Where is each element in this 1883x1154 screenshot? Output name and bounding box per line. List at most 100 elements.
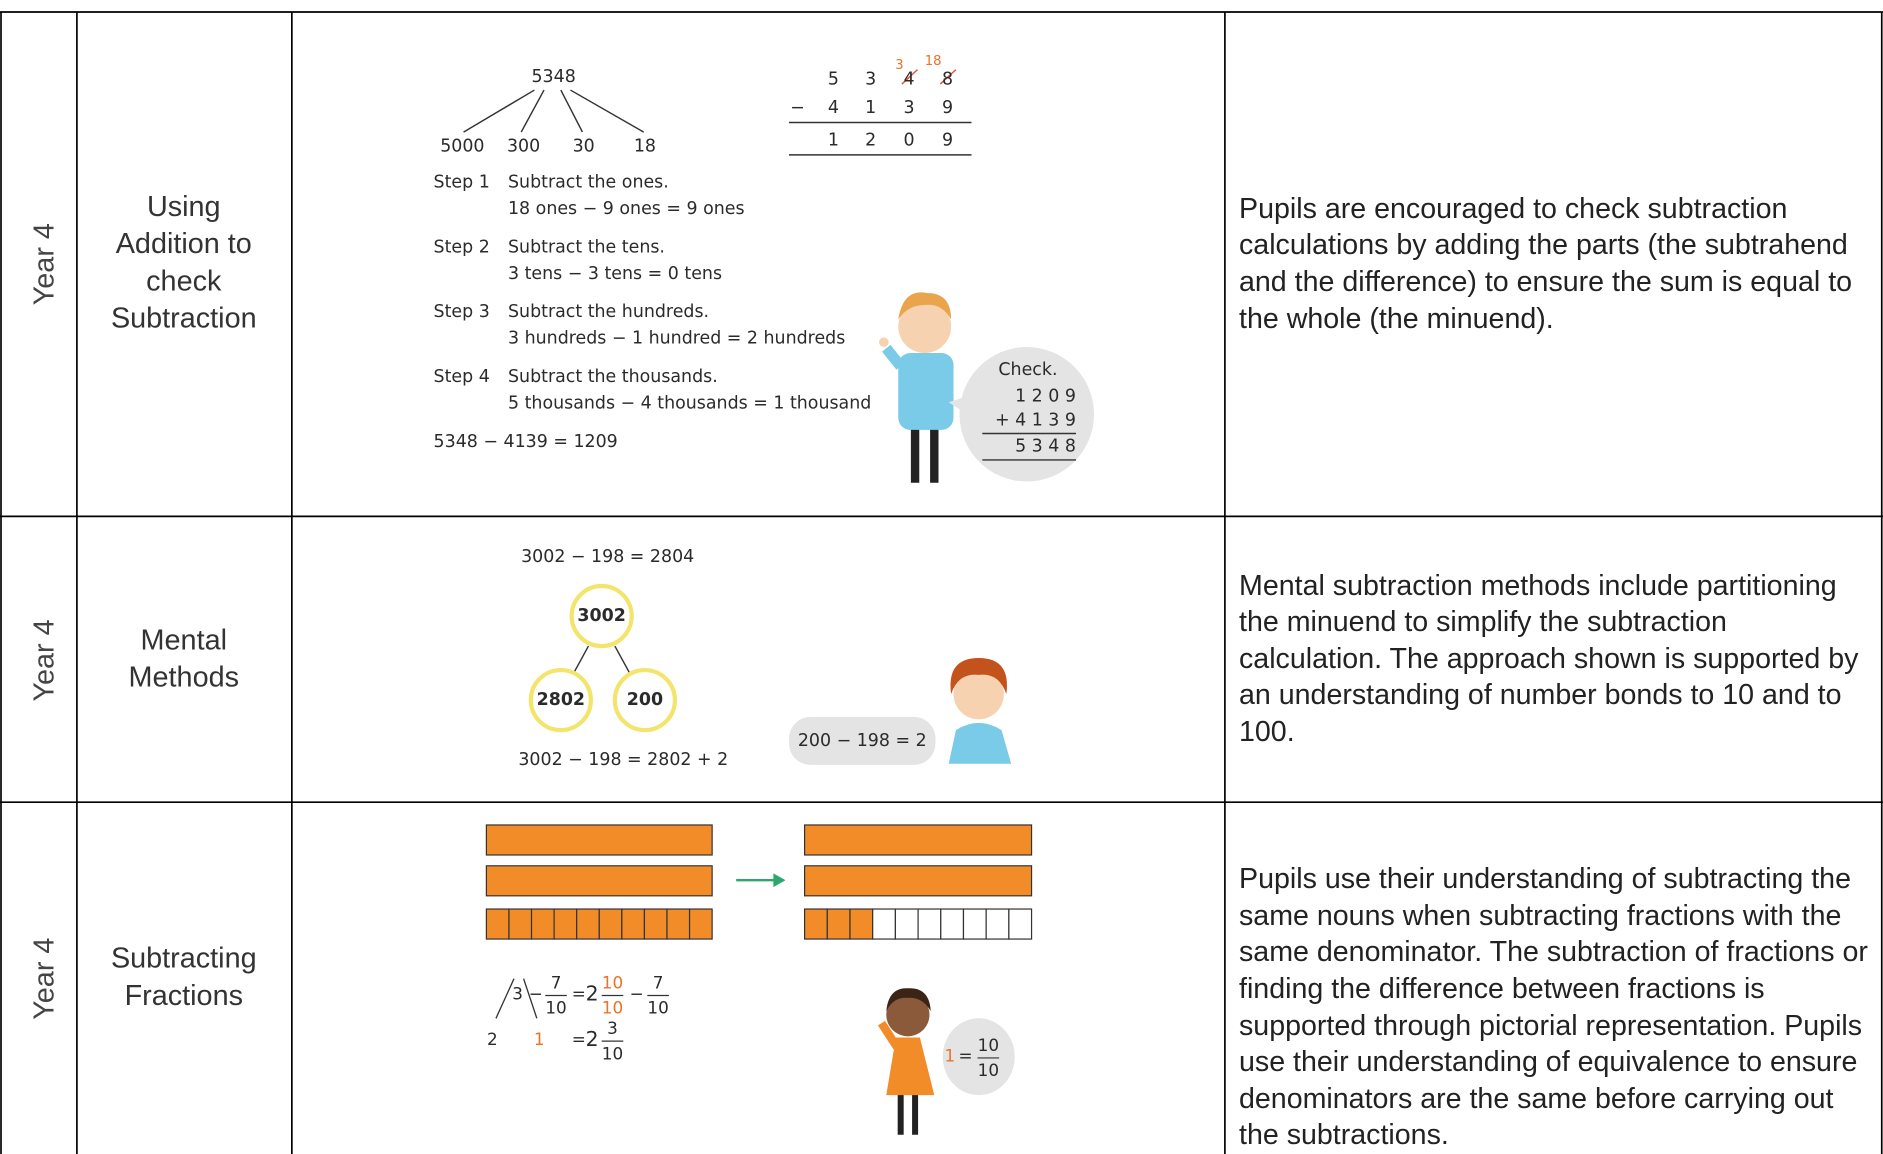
step-calculation: 18 ones − 9 ones = 9 ones	[508, 199, 745, 219]
bar-strips	[485, 908, 1033, 940]
operator: =	[958, 1046, 972, 1066]
exchange-digit: 3	[895, 58, 903, 73]
digit: 0	[904, 130, 915, 150]
topic-line: Subtracting	[111, 943, 257, 975]
bar-model	[485, 824, 1033, 897]
topics: Using Addition to check Subtraction Mental Me…	[111, 191, 257, 1012]
whole-number: 2	[586, 981, 599, 1005]
digit: 2	[865, 130, 876, 150]
step-calculation: 3 hundreds − 1 hundred = 2 hundreds	[508, 329, 845, 349]
speech-number: 1	[945, 1046, 956, 1066]
topic-line: Mental	[141, 624, 227, 656]
year-label: Year 4	[28, 938, 60, 1020]
step-instruction: Subtract the thousands.	[508, 367, 718, 387]
check-line: 1 2 0 9	[1015, 386, 1076, 406]
part-whole-circles	[528, 583, 678, 733]
operator: −	[790, 98, 805, 118]
arrow	[736, 873, 786, 888]
step-calculation: 3 tens − 3 tens = 0 tens	[508, 264, 722, 284]
bar-segment	[621, 908, 646, 940]
numerator: 3	[607, 1018, 618, 1038]
equation: 3002 − 198 = 2804	[521, 547, 694, 567]
bar-segment	[940, 908, 965, 940]
topic-line: Methods	[129, 662, 239, 694]
operator: =	[572, 983, 586, 1003]
bar-segment	[894, 908, 919, 940]
step-calculation: 5 thousands − 4 thousands = 1 thousand	[508, 393, 871, 413]
numerator: 10	[978, 1035, 999, 1055]
speech-bubble	[788, 716, 936, 765]
bar-segment	[643, 908, 668, 940]
operator: −	[629, 983, 643, 1003]
illustration-mental: 3002 − 198 = 2804 3002 2802 200 3002 − 198 =…	[518, 547, 1012, 770]
topic-line: Using	[147, 191, 221, 223]
denominator: 10	[602, 998, 623, 1018]
step-label: Step 2	[434, 237, 490, 257]
denominator: 10	[978, 1060, 999, 1080]
year-label: Year 4	[28, 619, 60, 701]
operator: −	[529, 983, 543, 1003]
digit: 8	[942, 69, 953, 89]
operator: =	[572, 1029, 586, 1049]
whole-number: 5348	[531, 67, 575, 87]
whole-number: 2	[586, 1027, 599, 1051]
check-title: Check.	[998, 360, 1057, 380]
bar-segment	[553, 908, 578, 940]
column-lines	[788, 69, 972, 156]
child-figure	[879, 292, 954, 483]
speech-bubble	[942, 1018, 1015, 1096]
description: Pupils use their understanding of subtra…	[1239, 863, 1868, 1152]
bar-segment	[1008, 908, 1033, 940]
step-instruction: Subtract the ones.	[508, 173, 669, 193]
step-instruction: Subtract the hundreds.	[508, 302, 709, 322]
description: Mental subtraction methods include parti…	[1239, 569, 1859, 748]
bar-segment	[985, 908, 1010, 940]
denominator: 10	[602, 1043, 623, 1063]
part-number: 1	[534, 1029, 545, 1049]
topic-line: Addition to	[116, 228, 252, 260]
topic-line: check	[146, 265, 222, 297]
digit: 9	[942, 98, 953, 118]
digit: 1	[865, 98, 876, 118]
denominator: 10	[647, 998, 668, 1018]
description: Pupils are encouraged to check subtracti…	[1239, 192, 1853, 335]
check-line: 5 3 4 8	[1015, 437, 1076, 457]
bar-segment	[688, 908, 713, 940]
step-label: Step 1	[434, 173, 490, 193]
equation: 5348 − 4139 = 1209	[434, 432, 618, 452]
denominator: 10	[545, 998, 566, 1018]
speech-bubble	[959, 347, 1095, 482]
numerator: 10	[602, 972, 623, 992]
check-line: + 4 1 3 9	[995, 410, 1076, 430]
part-whole-lines	[463, 89, 645, 133]
bar-segment	[666, 908, 691, 940]
bar-segment	[826, 908, 851, 940]
bar-segment	[917, 908, 942, 940]
step-label: Step 3	[434, 302, 490, 322]
bar-segment	[508, 908, 533, 940]
part-number: 2802	[537, 690, 585, 710]
bar-segment	[576, 908, 600, 940]
topic-line: Subtraction	[111, 303, 257, 335]
part-number: 5000	[440, 137, 484, 157]
speech-text: 200 − 198 = 2	[798, 731, 927, 751]
year-label: Year 4	[28, 223, 60, 305]
girl-figure	[877, 988, 935, 1135]
bar-segment	[849, 908, 874, 940]
digit: 1	[828, 130, 839, 150]
step-label: Step 4	[434, 367, 490, 387]
part-number: 18	[634, 137, 656, 157]
digit: 3	[865, 69, 876, 89]
bar-segment	[962, 908, 987, 940]
equation: 3002 − 198 = 2802 + 2	[518, 750, 728, 770]
bar-segment	[872, 908, 896, 940]
part-number: 300	[507, 137, 540, 157]
digit: 9	[942, 130, 953, 150]
table-grid	[0, 11, 1883, 1154]
digit: 3	[904, 98, 915, 118]
whole-number: 3	[512, 983, 523, 1003]
part-number: 200	[627, 690, 663, 710]
